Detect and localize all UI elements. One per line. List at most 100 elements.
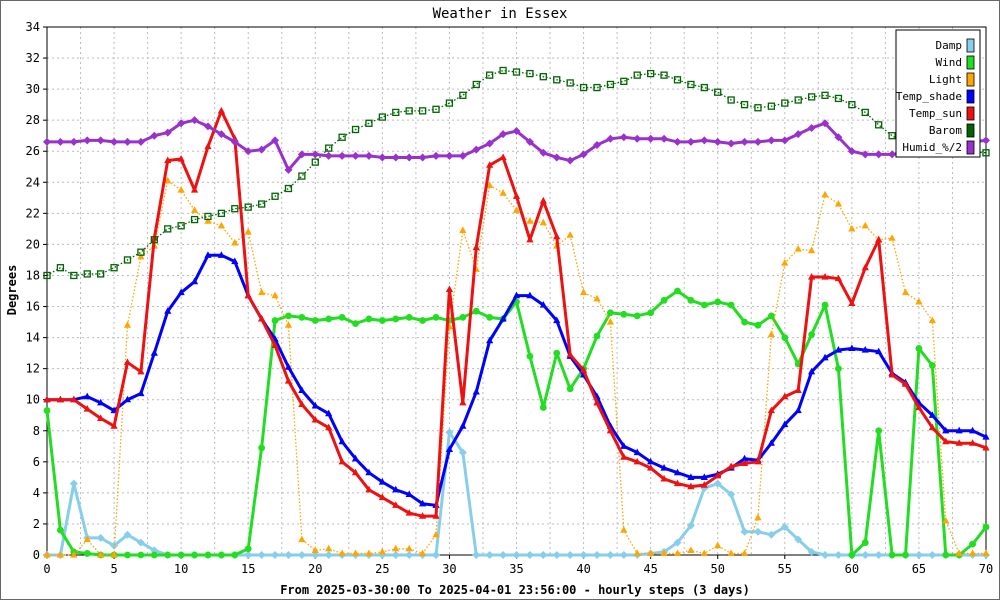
data-point-damp — [579, 551, 588, 559]
x-tick-label: 0 — [43, 562, 50, 576]
data-point-light — [123, 321, 132, 328]
data-point-humid-2 — [203, 122, 212, 131]
x-tick-label: 65 — [912, 562, 926, 576]
y-tick-label: 22 — [26, 206, 40, 220]
data-point-temp-sun — [942, 437, 950, 445]
data-point-humid-2 — [96, 136, 105, 145]
data-point-light — [499, 189, 507, 196]
data-point-wind — [405, 314, 413, 321]
data-point-wind — [835, 365, 842, 373]
data-point-light — [539, 218, 547, 226]
data-point-wind — [674, 287, 681, 295]
data-point-humid-2 — [297, 150, 306, 159]
data-point-temp-shade — [338, 437, 346, 445]
data-point-temp-shade — [150, 349, 158, 356]
data-point-damp — [928, 551, 937, 559]
data-point-temp-sun — [392, 501, 400, 508]
data-point-light — [244, 227, 252, 235]
data-point-humid-2 — [646, 134, 655, 143]
data-point-humid-2 — [780, 136, 789, 145]
data-point-wind — [177, 551, 185, 559]
x-tick-label: 50 — [710, 562, 724, 576]
data-point-barom — [875, 121, 883, 129]
series-wind — [43, 287, 990, 559]
data-point-wind — [607, 309, 614, 317]
data-point-humid-2 — [472, 145, 481, 154]
y-tick-label: 24 — [26, 175, 40, 189]
data-point-light — [137, 252, 145, 260]
data-point-light — [901, 288, 910, 296]
x-tick-label: 10 — [174, 562, 188, 576]
data-point-temp-shade — [217, 251, 225, 258]
data-point-light — [164, 176, 172, 184]
data-point-temp-shade — [861, 346, 869, 353]
data-point-temp-sun — [821, 273, 829, 280]
data-point-temp-shade — [445, 445, 454, 452]
data-point-temp-sun — [499, 153, 507, 161]
data-point-damp — [807, 547, 816, 556]
data-point-barom — [486, 71, 494, 79]
data-point-wind — [204, 551, 212, 559]
data-point-light — [526, 217, 534, 224]
data-point-damp — [552, 551, 561, 559]
legend-box — [895, 29, 981, 158]
series-temp-sun — [43, 106, 990, 519]
data-point-temp-shade — [325, 409, 333, 417]
data-point-wind — [164, 551, 172, 559]
data-point-temp-sun — [660, 474, 668, 482]
data-point-humid-2 — [150, 131, 159, 140]
data-point-barom — [190, 215, 199, 224]
data-point-humid-2 — [794, 130, 803, 139]
legend-swatch — [966, 55, 975, 70]
data-point-temp-sun — [714, 471, 722, 479]
data-point-temp-shade — [781, 420, 789, 428]
data-point-temp-shade — [97, 398, 105, 406]
data-point-humid-2 — [579, 150, 588, 159]
data-point-temp-sun — [338, 457, 346, 465]
data-point-humid-2 — [110, 137, 119, 146]
data-point-wind — [43, 407, 51, 414]
data-point-temp-shade — [298, 386, 306, 393]
data-point-temp-sun — [767, 406, 775, 414]
data-point-humid-2 — [445, 151, 454, 160]
data-point-damp — [432, 551, 441, 559]
data-point-damp — [874, 551, 883, 559]
data-point-temp-shade — [137, 389, 145, 397]
data-point-temp-shade — [405, 490, 413, 498]
data-point-temp-shade — [620, 442, 628, 449]
data-point-temp-shade — [284, 363, 293, 370]
data-point-wind — [593, 332, 601, 340]
data-point-light — [579, 288, 588, 296]
data-point-temp-sun — [901, 380, 910, 387]
data-point-barom — [311, 158, 319, 166]
data-point-wind — [754, 321, 762, 329]
data-point-wind — [741, 318, 748, 326]
data-point-damp — [69, 479, 78, 488]
data-point-wind — [781, 334, 789, 341]
data-point-wind — [285, 312, 292, 320]
data-point-barom — [807, 93, 816, 101]
data-point-temp-sun — [834, 274, 843, 282]
data-point-humid-2 — [458, 151, 467, 160]
data-point-damp — [284, 551, 293, 559]
data-point-temp-shade — [875, 347, 883, 355]
data-point-barom — [606, 80, 615, 89]
data-point-damp — [740, 527, 749, 536]
data-point-barom — [177, 222, 185, 230]
data-point-wind — [969, 540, 976, 548]
data-point-barom — [687, 80, 695, 89]
data-point-damp — [512, 551, 521, 559]
x-tick-label: 30 — [442, 562, 456, 576]
data-point-light — [754, 513, 762, 521]
data-point-temp-sun — [781, 392, 789, 400]
data-point-temp-shade — [486, 336, 494, 344]
y-tick-label: 30 — [26, 82, 40, 96]
data-point-light — [794, 245, 802, 252]
data-point-humid-2 — [592, 141, 601, 150]
data-point-humid-2 — [56, 137, 65, 146]
data-point-temp-shade — [647, 457, 655, 465]
data-point-humid-2 — [834, 133, 843, 142]
data-point-damp — [914, 551, 923, 559]
data-point-temp-shade — [834, 346, 843, 353]
